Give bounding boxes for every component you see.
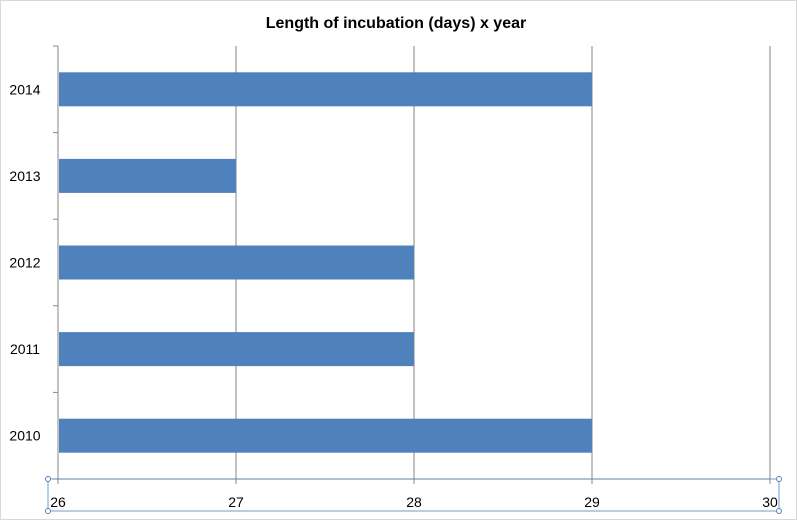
- x-tick-label-27: 27: [228, 494, 244, 510]
- bar-2012[interactable]: [59, 245, 414, 280]
- bar-2011[interactable]: [59, 332, 414, 367]
- y-tick-label-2011: 2011: [10, 341, 40, 357]
- bar-2014[interactable]: [59, 72, 592, 107]
- y-tick-label-2014: 2014: [9, 81, 40, 97]
- selection-handle[interactable]: [45, 476, 51, 482]
- plot-area[interactable]: 2014 2013 2012 2011 2010 26 27 28 29 30: [9, 45, 778, 510]
- x-tick-label-28: 28: [406, 494, 422, 510]
- chart-title: Length of incubation (days) x year: [266, 15, 526, 32]
- y-tick-label-2012: 2012: [9, 255, 40, 271]
- y-tick-label-2010: 2010: [9, 428, 40, 444]
- x-tick-label-26: 26: [50, 494, 66, 510]
- selection-handle[interactable]: [45, 508, 51, 514]
- selection-handle[interactable]: [776, 476, 782, 482]
- axis-selection-box: [47, 478, 780, 512]
- axis-selection: [45, 476, 782, 514]
- x-tick-label-30: 30: [762, 494, 778, 510]
- selection-handle[interactable]: [776, 508, 782, 514]
- bar-2010[interactable]: [59, 418, 592, 453]
- x-tick-label-29: 29: [584, 494, 600, 510]
- y-tick-label-2013: 2013: [9, 168, 40, 184]
- bar-2013[interactable]: [59, 158, 236, 193]
